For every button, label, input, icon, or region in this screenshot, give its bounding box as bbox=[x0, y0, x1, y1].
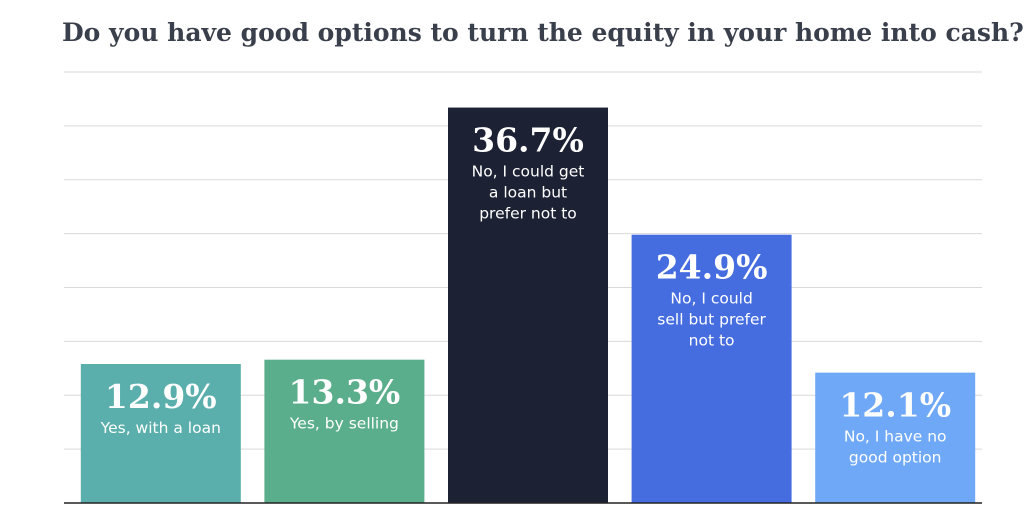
bar bbox=[631, 234, 792, 503]
data-label-category: prefer not to bbox=[479, 205, 577, 223]
data-label-category: No, I could get bbox=[472, 163, 585, 181]
data-label-category: sell but prefer bbox=[657, 311, 766, 329]
data-label-category: a loan but bbox=[489, 184, 567, 202]
data-label-value: 12.9% bbox=[105, 377, 217, 416]
bars: 12.9% Yes, with a loan 13.3% Yes, by sellin… bbox=[80, 107, 976, 504]
chart-title: Do you have good options to turn the equ… bbox=[62, 18, 1024, 47]
data-label-value: 13.3% bbox=[289, 373, 401, 412]
data-label-category: Yes, with a loan bbox=[100, 419, 221, 437]
data-label-category: good option bbox=[849, 449, 942, 467]
data-label-category: No, I have no bbox=[844, 428, 947, 446]
bar bbox=[815, 372, 976, 503]
bar bbox=[264, 359, 425, 503]
data-label-category: Yes, by selling bbox=[289, 415, 399, 433]
data-label-value: 24.9% bbox=[656, 248, 768, 287]
data-label-value: 36.7% bbox=[472, 121, 584, 160]
data-label-value: 12.1% bbox=[839, 386, 951, 425]
bar bbox=[80, 364, 241, 503]
bar bbox=[448, 107, 608, 504]
data-label-category: No, I could bbox=[670, 290, 752, 308]
data-label-category: not to bbox=[689, 332, 735, 350]
